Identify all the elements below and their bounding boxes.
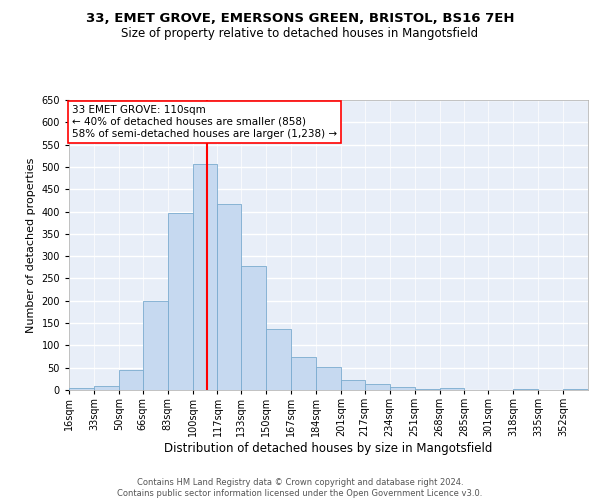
Bar	[415, 388, 440, 390]
Bar	[69, 388, 94, 390]
Bar	[341, 380, 365, 390]
Bar	[389, 387, 415, 390]
Bar	[440, 388, 464, 390]
X-axis label: Distribution of detached houses by size in Mangotsfield: Distribution of detached houses by size …	[164, 442, 493, 455]
Bar	[563, 388, 588, 390]
Bar	[316, 367, 341, 390]
Bar	[266, 329, 291, 390]
Bar	[193, 164, 217, 390]
Text: Contains HM Land Registry data © Crown copyright and database right 2024.
Contai: Contains HM Land Registry data © Crown c…	[118, 478, 482, 498]
Text: Size of property relative to detached houses in Mangotsfield: Size of property relative to detached ho…	[121, 28, 479, 40]
Bar	[143, 301, 167, 390]
Bar	[167, 213, 193, 390]
Bar	[513, 388, 538, 390]
Bar	[241, 266, 266, 390]
Text: 33, EMET GROVE, EMERSONS GREEN, BRISTOL, BS16 7EH: 33, EMET GROVE, EMERSONS GREEN, BRISTOL,…	[86, 12, 514, 26]
Bar	[291, 356, 316, 390]
Text: 33 EMET GROVE: 110sqm
← 40% of detached houses are smaller (858)
58% of semi-det: 33 EMET GROVE: 110sqm ← 40% of detached …	[72, 106, 337, 138]
Bar	[94, 386, 119, 390]
Y-axis label: Number of detached properties: Number of detached properties	[26, 158, 36, 332]
Bar	[217, 204, 241, 390]
Bar	[365, 384, 389, 390]
Bar	[119, 370, 143, 390]
